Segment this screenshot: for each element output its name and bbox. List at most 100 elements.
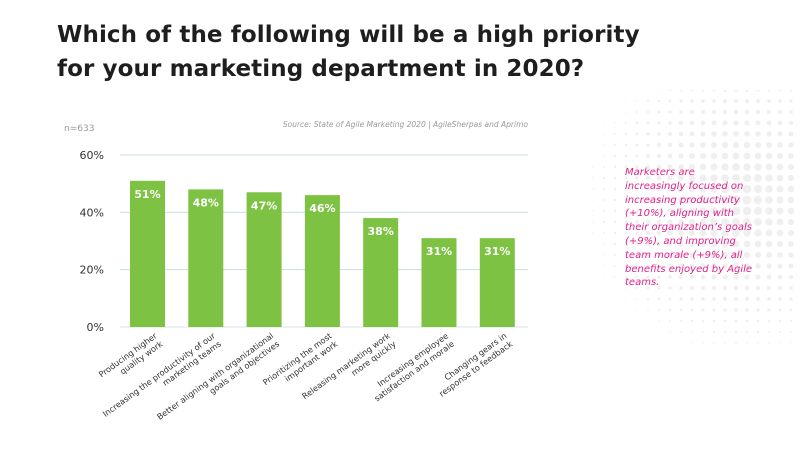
- decor-dot: [667, 153, 673, 159]
- decor-dot: [744, 131, 750, 137]
- decor-dot: [602, 209, 606, 213]
- decor-dot: [755, 285, 761, 291]
- decor-dot: [743, 141, 751, 149]
- decor-dot: [742, 195, 752, 205]
- decor-dot: [635, 165, 639, 169]
- decor-dot: [777, 252, 783, 258]
- decor-dot: [635, 154, 639, 158]
- decor-dot: [699, 207, 707, 215]
- decor-dot: [690, 110, 694, 114]
- decor-dot: [767, 90, 771, 92]
- decor-dot: [688, 174, 696, 182]
- decor-dot: [789, 90, 793, 92]
- source-note: Source: State of Agile Marketing 2020 | …: [282, 120, 528, 129]
- decor-dot: [624, 176, 628, 180]
- decor-dot: [788, 153, 794, 159]
- decor-dot: [765, 174, 773, 182]
- decor-dot: [744, 109, 750, 115]
- decor-dot: [701, 297, 705, 301]
- decor-dot: [776, 207, 784, 215]
- decor-dot: [778, 308, 782, 312]
- decor-dot: [614, 265, 616, 267]
- decor-dot: [734, 319, 738, 323]
- decor-dot: [667, 142, 673, 148]
- decor-dot: [732, 163, 740, 171]
- decor-dot: [592, 133, 594, 135]
- decor-dot: [713, 353, 715, 355]
- decor-dot: [757, 353, 759, 355]
- decor-dot: [766, 142, 772, 148]
- decor-dot: [699, 229, 707, 237]
- decor-dot: [777, 142, 783, 148]
- decor-dot: [788, 142, 794, 148]
- decor-dot: [734, 99, 738, 103]
- decor-dot: [656, 142, 662, 148]
- decor-dot: [788, 241, 794, 247]
- decor-dot: [699, 163, 707, 171]
- decor-dot: [756, 330, 760, 334]
- decor-dot: [733, 263, 739, 269]
- decor-dot: [778, 319, 782, 323]
- decor-dot: [624, 165, 628, 169]
- decor-dot: [745, 99, 749, 103]
- decor-dot: [690, 286, 694, 290]
- decor-dot: [646, 154, 650, 158]
- decor-dot: [625, 287, 627, 289]
- decor-dot: [721, 141, 729, 149]
- decor-dot: [745, 297, 749, 301]
- decor-dot: [765, 163, 773, 171]
- decor-dot: [613, 242, 617, 246]
- decor-dot: [722, 274, 728, 280]
- sample-size-label: n=633: [64, 124, 95, 134]
- decor-dot: [721, 152, 729, 160]
- decor-dot: [667, 230, 673, 236]
- decor-dot: [710, 152, 718, 160]
- decor-dot: [713, 342, 715, 344]
- decor-dot: [592, 166, 594, 168]
- decor-dot: [668, 275, 672, 279]
- decor-dot: [776, 174, 784, 182]
- decor-dot: [743, 240, 751, 248]
- decor-dot: [690, 319, 694, 323]
- decor-dot: [754, 229, 762, 237]
- decor-dot: [646, 242, 650, 246]
- decor-dot: [721, 251, 729, 259]
- decor-dot: [624, 231, 628, 235]
- decor-dot: [755, 120, 761, 126]
- decor-dot: [613, 143, 617, 147]
- bar: [363, 218, 399, 327]
- decor-dot: [614, 133, 616, 135]
- decor-dot: [656, 153, 662, 159]
- decor-dot: [690, 308, 694, 312]
- decor-dot: [767, 308, 771, 312]
- decor-dot: [613, 231, 617, 235]
- decor-dot: [592, 155, 594, 157]
- bar: [130, 180, 165, 327]
- decor-dot: [592, 265, 594, 267]
- decor-dot: [635, 253, 639, 257]
- decor-dot: [647, 309, 649, 311]
- decor-dot: [731, 184, 741, 194]
- decorative-dot-pattern: [581, 90, 795, 355]
- decor-dot: [757, 342, 759, 344]
- decor-dot: [710, 163, 718, 171]
- decor-dot: [754, 163, 762, 171]
- decor-dot: [656, 241, 662, 247]
- decor-dot: [788, 252, 794, 258]
- decor-dot: [646, 99, 650, 103]
- bar: [188, 189, 224, 327]
- decor-dot: [624, 253, 628, 257]
- decor-dot: [657, 308, 661, 312]
- decor-dot: [678, 252, 684, 258]
- decor-dot: [656, 219, 662, 225]
- decor-dot: [636, 100, 638, 102]
- decor-dot: [668, 308, 672, 312]
- decor-dot: [657, 132, 661, 136]
- decor-dot: [645, 186, 651, 192]
- decor-dot: [766, 263, 772, 269]
- decor-dot: [646, 253, 650, 257]
- decor-dot: [592, 144, 594, 146]
- decor-dot: [581, 210, 583, 212]
- decor-dot: [635, 264, 639, 268]
- decor-dot: [733, 109, 739, 115]
